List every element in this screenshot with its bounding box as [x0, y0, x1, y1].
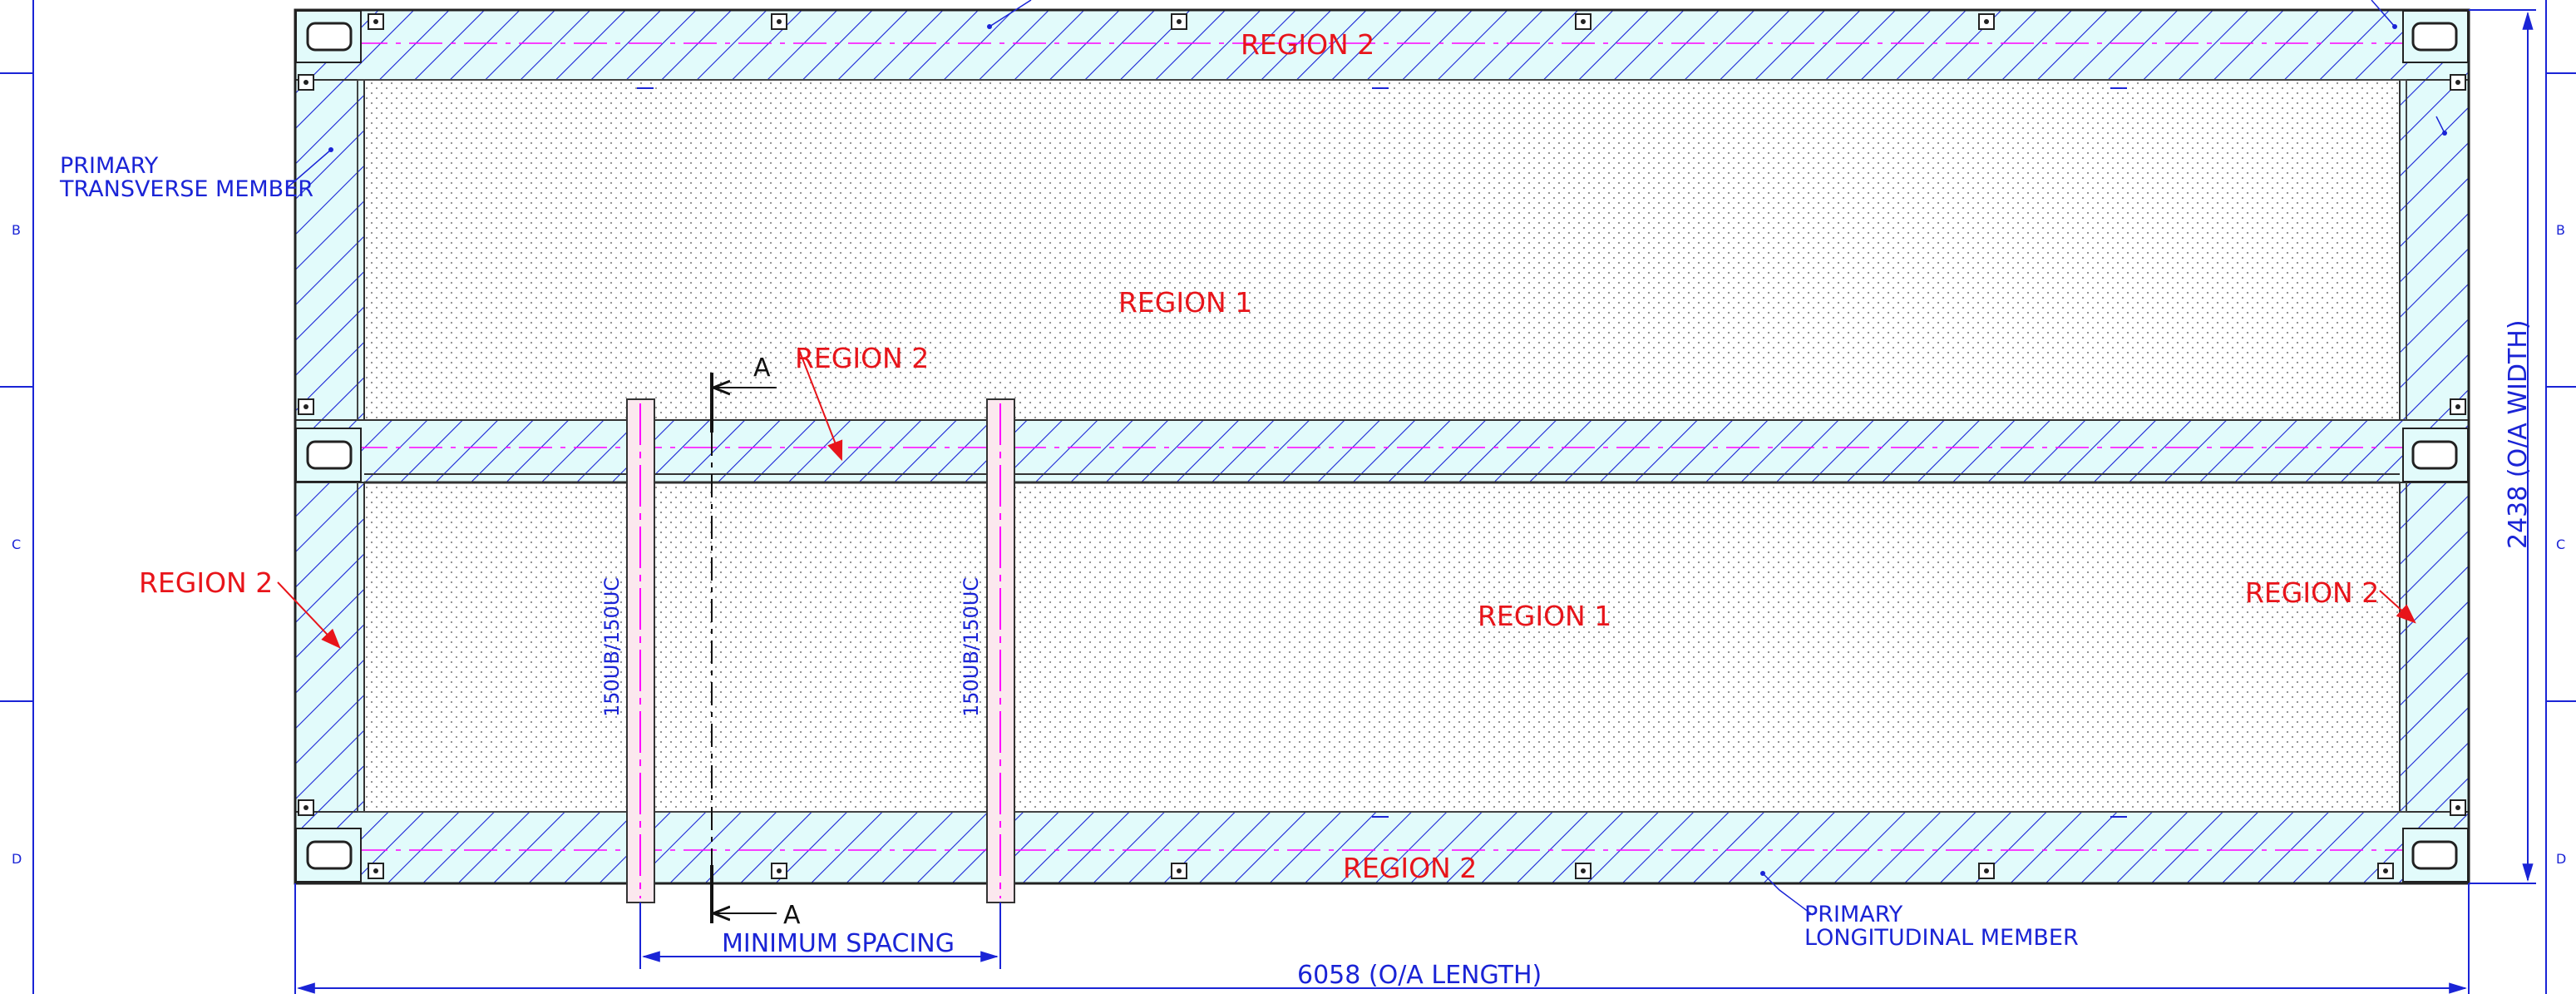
region-arrows — [277, 347, 2416, 649]
zone-label-right-c: C — [2556, 537, 2565, 552]
corner-casting-bottom-right — [2402, 828, 2469, 883]
region-label-bottom-member: REGION 2 — [1343, 852, 1477, 884]
zone-label-right-d: D — [2556, 851, 2566, 867]
corner-casting-top-left — [295, 10, 362, 63]
region-label-top-member: REGION 2 — [1241, 28, 1374, 61]
section-mark-top: A — [753, 354, 771, 383]
cross-beam-right — [986, 398, 1015, 903]
leader-dot-top-right — [2392, 24, 2397, 29]
overall-length-label: 6058 (O/A LENGTH) — [1297, 961, 1542, 990]
overall-width-label: 2438 (O/A WIDTH) — [2504, 319, 2533, 549]
upper-deck-area — [364, 80, 2400, 420]
region-label-right-member: REGION 2 — [2245, 576, 2379, 609]
inner-edge-lines — [357, 79, 2407, 813]
corner-casting-top-right — [2402, 10, 2469, 63]
transverse-label-line1: PRIMARY — [60, 153, 159, 179]
member-tick-marks — [637, 87, 2127, 818]
center-longitudinal-member — [294, 419, 2470, 483]
region-label-center-member: REGION 2 — [795, 342, 929, 374]
corner-casting-mid-left — [295, 428, 362, 482]
region-label-upper-deck: REGION 1 — [1118, 286, 1252, 319]
overall-width-dimension — [2469, 9, 2536, 884]
corner-castings — [295, 10, 2469, 883]
top-longitudinal-member — [294, 9, 2470, 81]
centre-lines-magenta — [299, 42, 2465, 851]
leader-dot-top — [987, 24, 992, 29]
region-label-lower-deck: REGION 1 — [1478, 600, 1611, 632]
corner-casting-mid-right — [2402, 428, 2469, 482]
corner-casting-bottom-left — [295, 828, 362, 883]
longitudinal-label-line1: PRIMARY — [1804, 902, 1903, 927]
longitudinal-label-line2: LONGITUDINAL MEMBER — [1804, 925, 2079, 951]
zone-label-right-b: B — [2556, 222, 2565, 238]
beam-label-left: 150UB/150UC — [600, 577, 624, 717]
zone-label-left-d: D — [12, 851, 22, 867]
zone-frame-right — [2545, 0, 2576, 994]
cross-beam-left — [626, 398, 655, 903]
section-mark-bottom: A — [783, 901, 801, 930]
leader-dot-right — [2442, 131, 2447, 136]
section-cut-line — [710, 373, 777, 923]
zone-label-left-b: B — [12, 222, 21, 238]
leader-dot-longitudinal — [1760, 871, 1765, 876]
minimum-spacing-label: MINIMUM SPACING — [722, 929, 955, 958]
region-label-left-member: REGION 2 — [139, 566, 273, 599]
tie-down-lug-centres — [303, 19, 2460, 873]
zone-frame-left — [0, 0, 34, 994]
leader-dot-transverse — [328, 147, 333, 152]
zone-label-left-c: C — [12, 537, 21, 552]
minimum-spacing-dimension — [639, 903, 1001, 969]
lower-deck-area — [364, 482, 2400, 812]
beam-label-right: 150UB/150UC — [960, 577, 983, 717]
leader-lines — [286, 0, 2445, 916]
transverse-label-line2: TRANSVERSE MEMBER — [59, 176, 313, 202]
overall-length-dimension — [294, 883, 2470, 994]
